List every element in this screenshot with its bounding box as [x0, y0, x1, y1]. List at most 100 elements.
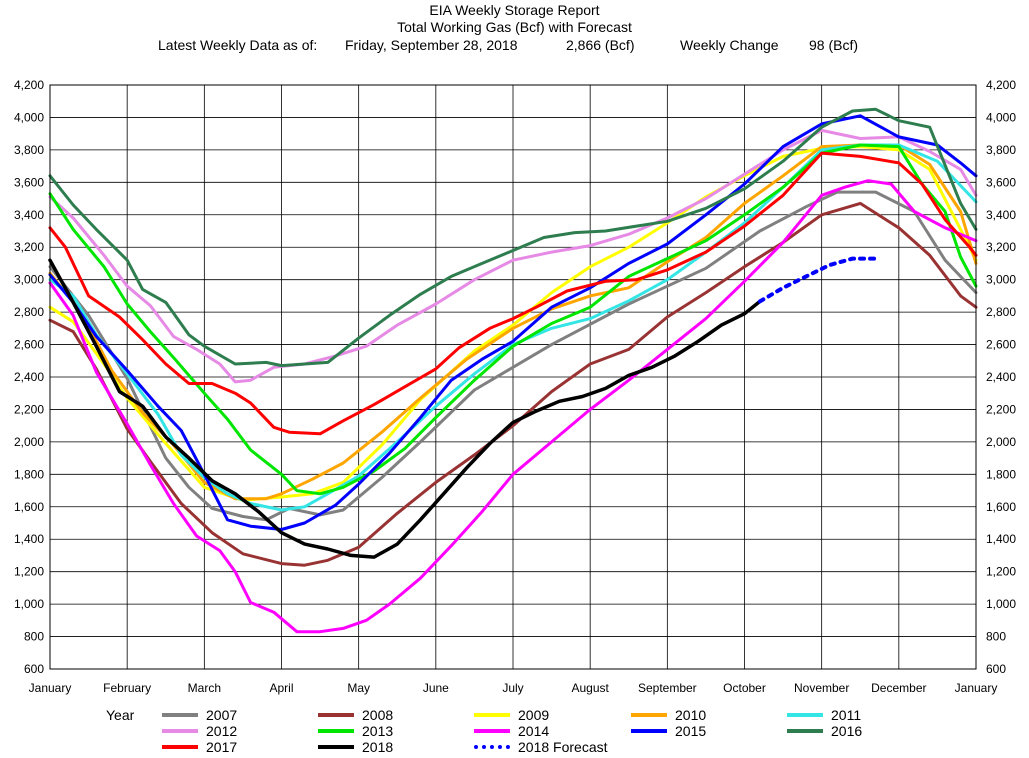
y-tick-label-right: 600: [986, 662, 1006, 676]
legend-swatch: [474, 713, 510, 717]
legend-item-2018-forecast: 2018 Forecast: [474, 738, 608, 756]
y-tick-label-left: 2,000: [14, 435, 44, 449]
legend-swatch: [162, 745, 198, 749]
y-tick-label-left: 3,600: [14, 175, 44, 189]
x-tick-label: September: [638, 681, 697, 695]
storage-line-chart: 600 800 1,000 1,200 1,400 1,600 1,800 2,000 2,20…: [14, 78, 1016, 695]
legend-item-2011: 2011: [787, 706, 861, 724]
chart-series: [48, 107, 978, 634]
legend-item-2018: 2018: [318, 738, 393, 756]
series-line-2013: [48, 143, 978, 496]
x-tick-label: November: [794, 681, 849, 695]
report-subtitle: Total Working Gas (Bcf) with Forecast: [397, 19, 632, 35]
y-tick-label-right: 800: [986, 630, 1006, 644]
y-tick-label-right: 1,200: [986, 565, 1016, 579]
y-tick-label-right: 2,000: [986, 435, 1016, 449]
plot-frame: [49, 84, 977, 670]
y-tick-label-left: 3,200: [14, 240, 44, 254]
y-tick-label-left: 800: [24, 630, 44, 644]
legend-swatch: [787, 713, 823, 717]
y-tick-label-left: 1,000: [14, 597, 44, 611]
y-tick-label-right: 1,400: [986, 532, 1016, 546]
series-line-2007: [48, 190, 978, 522]
legend-item-2008: 2008: [318, 706, 393, 724]
chart-legend: Year 2007 2008 2009 2010 2011 2012 2013 2014 201…: [0, 700, 1029, 758]
y-tick-label-left: 1,400: [14, 532, 44, 546]
y-tick-label-right: 3,000: [986, 273, 1016, 287]
x-tick-label: March: [188, 681, 221, 695]
series-line-2018: [48, 258, 762, 559]
report-title: EIA Weekly Storage Report: [429, 2, 600, 18]
series-line-2016: [48, 107, 978, 368]
x-tick-label: May: [347, 681, 370, 695]
legend-label: 2015: [675, 723, 707, 739]
legend-label: 2018 Forecast: [518, 739, 608, 755]
x-tick-label: February: [103, 681, 151, 695]
y-tick-label-right: 2,400: [986, 370, 1016, 384]
y-tick-label-left: 3,800: [14, 143, 44, 157]
legend-item-2014: 2014: [474, 722, 549, 740]
series-line-2018-forecast: [757, 256, 878, 304]
y-tick-label-left: 4,200: [14, 78, 44, 92]
y-tick-label-right: 3,600: [986, 175, 1016, 189]
legend-title-text: Year: [106, 707, 135, 723]
legend-title: Year: [106, 706, 134, 724]
y-tick-label-right: 4,200: [986, 78, 1016, 92]
y-tick-label-left: 1,200: [14, 565, 44, 579]
y-axis-left: 600 800 1,000 1,200 1,400 1,600 1,800 2,000 2,20…: [14, 78, 44, 676]
legend-label: 2008: [362, 707, 394, 723]
legend-swatch: [787, 729, 823, 733]
legend-label: 2016: [831, 723, 863, 739]
legend-label: 2014: [518, 723, 550, 739]
legend-label: 2017: [206, 739, 238, 755]
report-header: EIA Weekly Storage Report Total Working …: [0, 0, 1029, 64]
x-tick-label: January: [29, 681, 72, 695]
weekly-change-value: 98 (Bcf): [809, 37, 859, 53]
x-axis: January February March April May June July Augu…: [29, 681, 998, 695]
x-tick-label: October: [723, 681, 766, 695]
y-tick-label-right: 1,800: [986, 467, 1016, 481]
legend-item-2015: 2015: [631, 722, 706, 740]
y-tick-label-left: 3,400: [14, 208, 44, 222]
legend-item-2010: 2010: [631, 706, 706, 724]
legend-label: 2018: [362, 739, 394, 755]
legend-swatch: [162, 713, 198, 717]
y-tick-label-left: 3,000: [14, 273, 44, 287]
y-tick-label-right: 3,800: [986, 143, 1016, 157]
legend-label: 2007: [206, 707, 238, 723]
x-tick-label: April: [269, 681, 293, 695]
latest-data-date: Friday, September 28, 2018: [345, 37, 518, 53]
y-tick-label-left: 2,800: [14, 305, 44, 319]
legend-label: 2010: [675, 707, 707, 723]
y-tick-label-left: 1,800: [14, 467, 44, 481]
y-tick-label-right: 3,200: [986, 240, 1016, 254]
series-line-2008: [48, 201, 978, 567]
legend-swatch: [162, 729, 198, 733]
series-line-2015: [48, 114, 978, 531]
legend-item-2013: 2013: [318, 722, 393, 740]
y-tick-label-right: 2,600: [986, 338, 1016, 352]
latest-data-value: 2,866 (Bcf): [566, 37, 635, 53]
weekly-change-label: Weekly Change: [680, 37, 779, 53]
y-tick-label-right: 4,000: [986, 110, 1016, 124]
y-tick-label-right: 2,800: [986, 305, 1016, 319]
y-tick-label-left: 600: [24, 662, 44, 676]
y-tick-label-right: 2,200: [986, 402, 1016, 416]
x-tick-label: August: [571, 681, 609, 695]
series-line-2017: [48, 151, 978, 436]
legend-item-2009: 2009: [474, 706, 549, 724]
y-tick-label-right: 1,000: [986, 597, 1016, 611]
legend-swatch: [318, 745, 354, 749]
legend-swatch: [318, 729, 354, 733]
series-line-2012: [48, 128, 978, 384]
legend-swatch: [631, 713, 667, 717]
legend-swatch: [631, 729, 667, 733]
legend-swatch: [318, 713, 354, 717]
legend-item-2012: 2012: [162, 722, 237, 740]
legend-swatch: [474, 745, 510, 749]
y-tick-label-right: 1,600: [986, 500, 1016, 514]
y-tick-label-right: 3,400: [986, 208, 1016, 222]
series-line-2014: [48, 179, 978, 634]
x-tick-label: January: [955, 681, 998, 695]
y-axis-right: 600 800 1,000 1,200 1,400 1,600 1,800 2,000 2,20…: [986, 78, 1016, 676]
